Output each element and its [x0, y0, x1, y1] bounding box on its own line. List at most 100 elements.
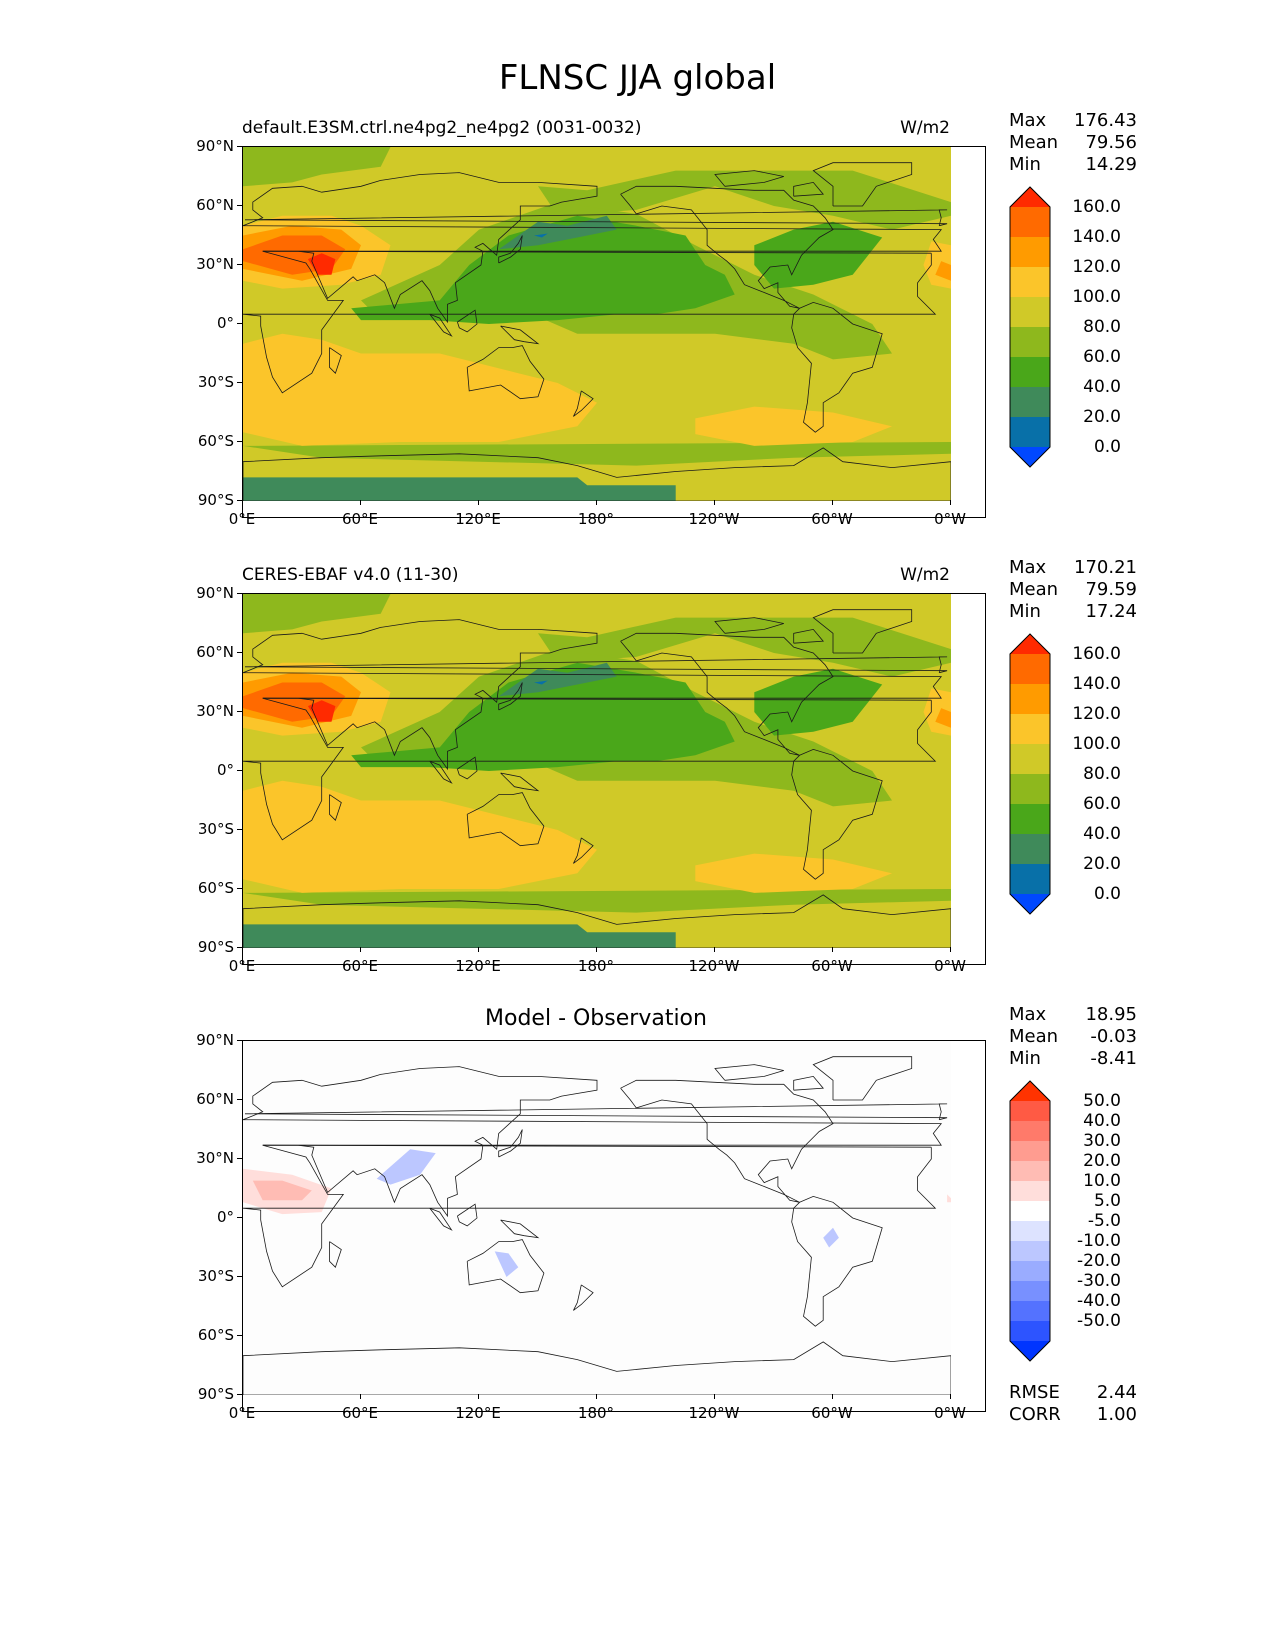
coastline [620, 1079, 834, 1203]
lat-tick-label: 90°S [197, 1385, 234, 1403]
stats-block: Max 176.43 Mean 79.56 Min 14.29 [1009, 110, 1137, 176]
lat-tick-mark [237, 1040, 242, 1041]
lon-tick-mark [714, 500, 715, 505]
stat-label: Mean [1009, 579, 1059, 600]
map-panel-1 [242, 146, 986, 518]
lat-tick-mark [237, 264, 242, 265]
footer-stats: RMSE 2.44 CORR 1.00 [1009, 1382, 1137, 1426]
lon-tick-label: 0°E [228, 1404, 256, 1422]
lat-tick-mark [237, 829, 242, 830]
colorbar-tick-label: -20.0 [1077, 1251, 1121, 1271]
coastline [244, 656, 948, 674]
lat-tick-mark [237, 500, 242, 501]
colorbar-extend-bottom [1010, 447, 1050, 467]
lat-tick-mark [237, 1158, 242, 1159]
colorbar-tick-label: 100.0 [1072, 287, 1121, 307]
colorbar-tick-label: -5.0 [1087, 1211, 1121, 1231]
contour-region [754, 221, 883, 289]
lat-tick-mark [237, 205, 242, 206]
coastline [457, 1203, 478, 1227]
footer-label: RMSE [1009, 1382, 1060, 1403]
colorbar-segment [1010, 1101, 1050, 1122]
coastline [620, 632, 834, 756]
stat-label: Max [1009, 110, 1047, 131]
contour-region [243, 477, 676, 501]
colorbar-outline [1009, 1080, 1051, 1362]
lon-tick-mark [950, 947, 951, 952]
stat-value: 14.29 [1085, 154, 1137, 175]
lat-tick-mark [237, 382, 242, 383]
lat-tick-mark [237, 323, 242, 324]
coastline [466, 792, 545, 847]
colorbar-segment [1010, 654, 1050, 685]
colorbar-tick-label: -40.0 [1077, 1291, 1121, 1311]
coastline [791, 1195, 883, 1327]
lon-tick-label: 0°E [228, 510, 256, 528]
colorbar-tick-label: 80.0 [1083, 764, 1121, 784]
lon-tick-mark [242, 500, 243, 505]
lon-tick-mark [950, 500, 951, 505]
colorbar-extend-top [1010, 187, 1050, 207]
lat-tick-label: 60°S [197, 879, 234, 897]
colorbar-tick-label: 20.0 [1083, 1151, 1121, 1171]
lon-tick-mark [596, 1394, 597, 1399]
lon-tick-label: 60°E [341, 1404, 379, 1422]
contour-region [494, 1251, 519, 1277]
contour-region [754, 668, 883, 736]
lon-tick-label: 120°W [688, 957, 740, 975]
coastline [498, 1129, 523, 1158]
stats-row: Max 176.43 [1009, 110, 1137, 132]
lon-tick-label: 120°W [688, 1404, 740, 1422]
colorbar-tick-label: -10.0 [1077, 1231, 1121, 1251]
colorbar-segment [1010, 714, 1050, 745]
colorbar [1009, 633, 1051, 915]
coastline [243, 1066, 943, 1218]
map-background [243, 1041, 951, 1395]
colorbar-tick-label: -50.0 [1077, 1311, 1121, 1331]
contour-region [695, 406, 892, 446]
stat-label: Max [1009, 557, 1047, 578]
contour-region [243, 924, 676, 948]
stat-value: 79.56 [1085, 132, 1137, 153]
colorbar-tick-label: 120.0 [1072, 257, 1121, 277]
colorbar-segment [1010, 357, 1050, 388]
stat-value: 176.43 [1074, 110, 1137, 131]
lon-tick-mark [360, 500, 361, 505]
map-canvas [243, 594, 951, 948]
colorbar-segment [1010, 744, 1050, 775]
lat-tick-mark [237, 652, 242, 653]
lon-tick-mark [478, 500, 479, 505]
colorbar-tick-label: 160.0 [1072, 197, 1121, 217]
lat-tick-label: 0° [216, 1208, 234, 1226]
colorbar-tick-label: 5.0 [1093, 1191, 1121, 1211]
colorbar-tick-label: 100.0 [1072, 734, 1121, 754]
colorbar-tick-label: 50.0 [1083, 1091, 1121, 1111]
stat-label: Min [1009, 1048, 1041, 1069]
colorbar-segment [1010, 237, 1050, 268]
colorbar-tick-label: 160.0 [1072, 644, 1121, 664]
colorbar-tick-label: -30.0 [1077, 1271, 1121, 1291]
colorbar-extend-bottom [1010, 1341, 1050, 1361]
stats-row: Min 14.29 [1009, 154, 1137, 176]
lat-tick-mark [237, 1335, 242, 1336]
colorbar-segment [1010, 1201, 1050, 1222]
footer-row: RMSE 2.44 [1009, 1382, 1137, 1404]
coastline [243, 172, 943, 324]
lat-tick-mark [237, 1276, 242, 1277]
lon-tick-mark [596, 947, 597, 952]
contour-region [243, 147, 391, 187]
colorbar-segment [1010, 1121, 1050, 1142]
contour-region [307, 253, 336, 275]
colorbar-tick-label: 40.0 [1083, 824, 1121, 844]
contour-region [307, 700, 336, 722]
contour-region [534, 233, 548, 238]
coastline [500, 772, 540, 792]
stats-row: Mean 79.56 [1009, 132, 1137, 154]
colorbar-tick-label: 140.0 [1072, 674, 1121, 694]
coastline [329, 347, 342, 374]
colorbar-segment [1010, 387, 1050, 418]
stat-label: Mean [1009, 132, 1059, 153]
colorbar-segment [1010, 1141, 1050, 1162]
coastline [244, 1103, 948, 1121]
lat-tick-label: 60°N [196, 196, 234, 214]
